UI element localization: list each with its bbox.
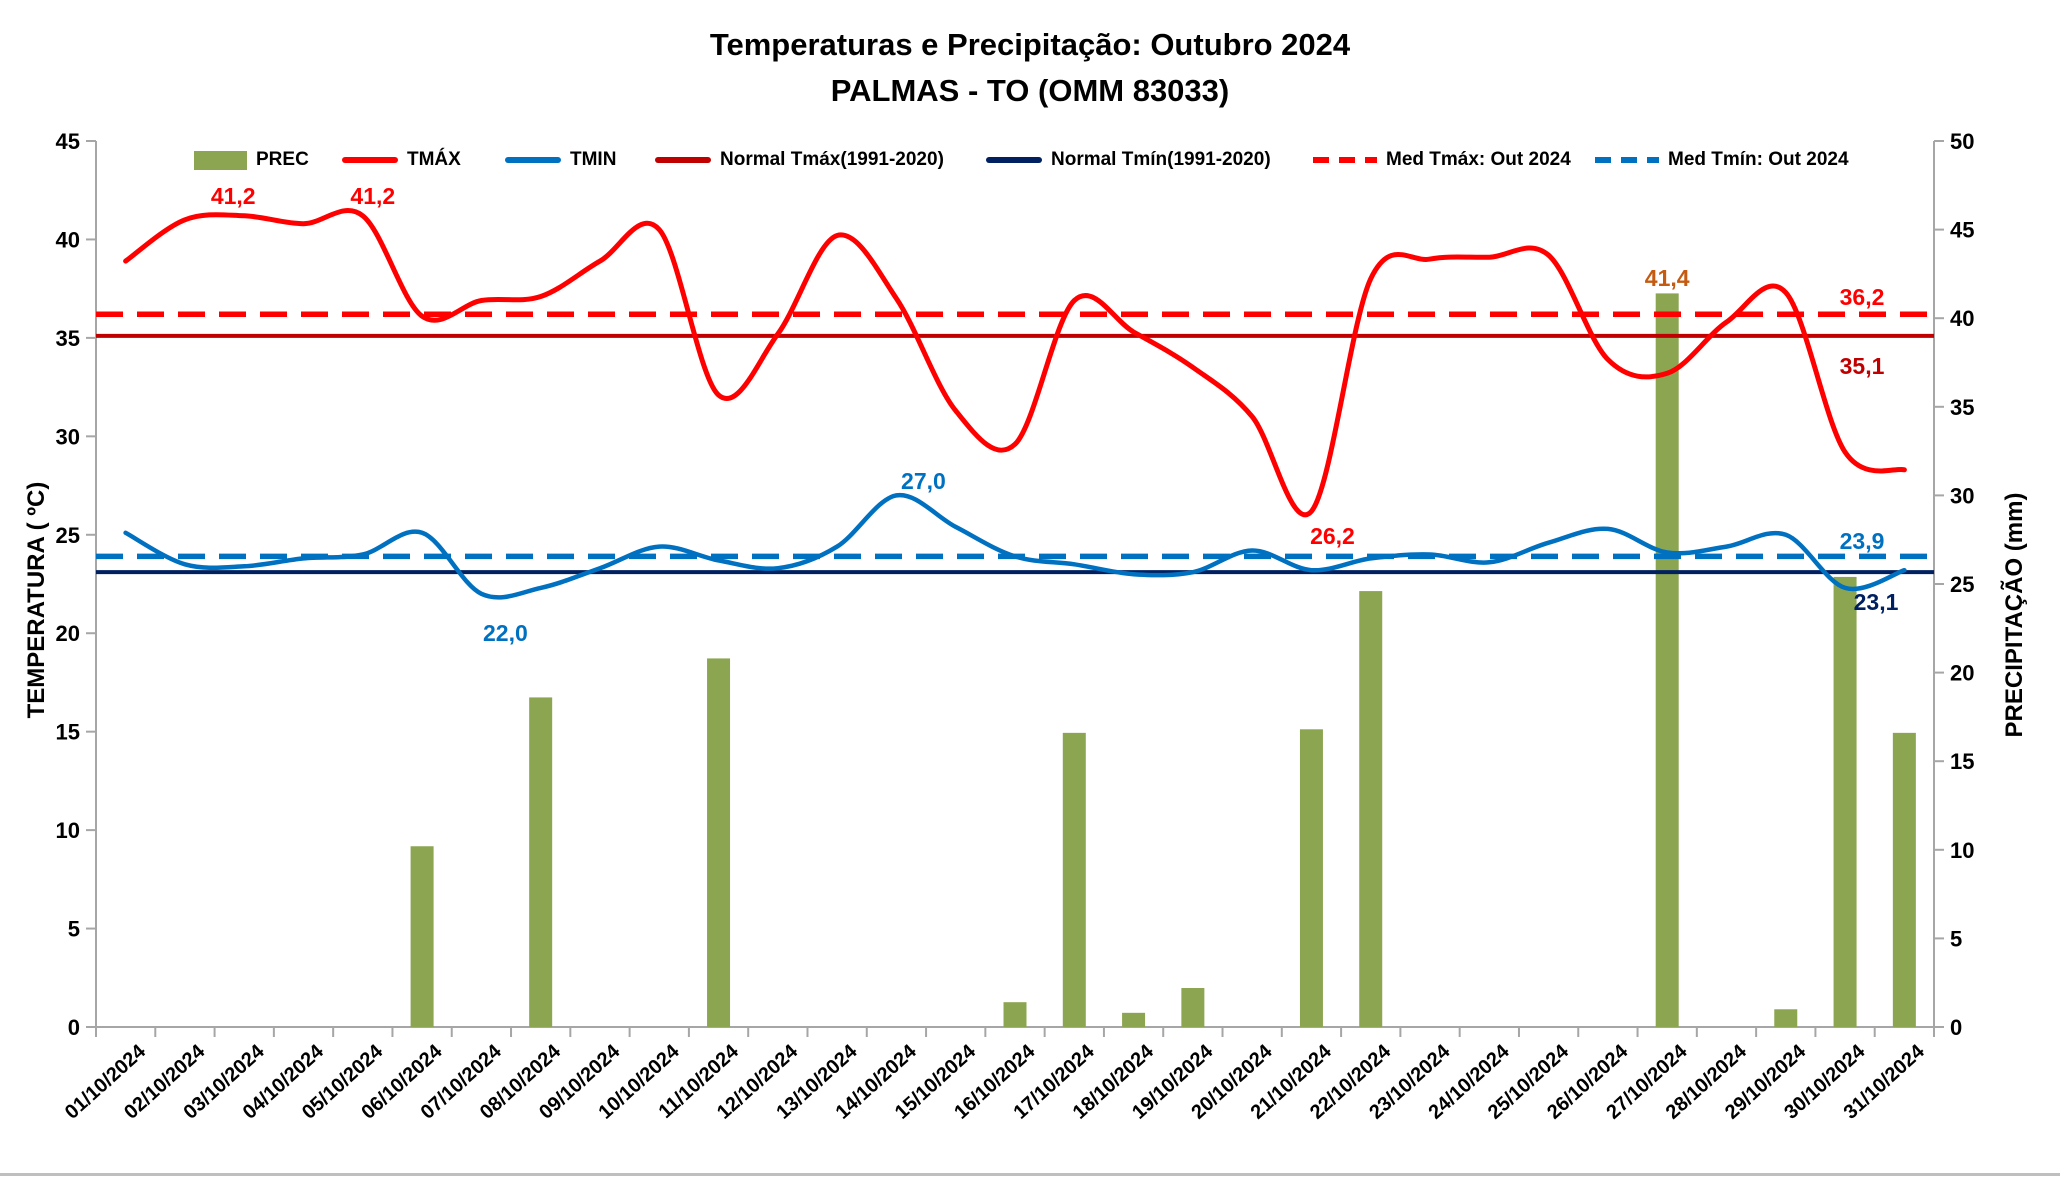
right-axis-tick-label: 40 [1950, 306, 1974, 331]
chart-title-line1: Temperaturas e Precipitação: Outubro 202… [709, 27, 1351, 62]
point-annotation: 22,0 [483, 620, 528, 646]
legend-item-med-tmin: Med Tmín: Out 2024 [1595, 149, 1849, 171]
prec-bar [1299, 729, 1323, 1027]
legend-item-tmin: TMIN [505, 149, 616, 171]
right-axis-tick-label: 35 [1950, 395, 1974, 420]
right-axis-tick-label: 25 [1950, 572, 1974, 597]
left-axis-tick-label: 35 [56, 326, 80, 351]
point-annotation: 41,2 [350, 183, 395, 209]
left-axis-tick-label: 5 [68, 917, 80, 942]
tmin-curve [123, 493, 1907, 600]
normal-tmin-line-swatch [986, 157, 1042, 163]
chart-title: Temperaturas e Precipitação: Outubro 202… [0, 22, 2060, 114]
reference-line-annotation: 36,2 [1840, 284, 1885, 310]
point-annotation: 41,4 [1645, 265, 1690, 291]
prec-bar [410, 846, 434, 1027]
x-axis-date-labels: 01/10/202402/10/202403/10/202404/10/2024… [61, 1040, 1929, 1124]
prec-bar [1774, 1009, 1798, 1027]
left-axis-tick-label: 10 [56, 818, 80, 843]
legend-label: Normal Tmín(1991-2020) [1051, 149, 1271, 170]
tmax-curve [123, 208, 1907, 518]
left-axis-tick-label: 0 [68, 1015, 80, 1040]
chart-title-line2: PALMAS - TO (OMM 83033) [830, 73, 1230, 108]
prec-bar-swatch [194, 150, 247, 170]
right-axis-tick-label: 0 [1950, 1015, 1962, 1040]
point-annotation: 41,2 [211, 183, 256, 209]
prec-bar [707, 658, 731, 1027]
left-axis-tick-label: 30 [56, 424, 80, 449]
left-axis-title: TEMPERATURA ( ºC) [23, 482, 50, 719]
legend-item-normal-tmin: Normal Tmín(1991-2020) [986, 149, 1271, 171]
prec-bar [1003, 1002, 1027, 1027]
right-axis-tick-label: 45 [1950, 218, 1974, 243]
window-bottom-edge [0, 1173, 2060, 1176]
legend-item-normal-tmax: Normal Tmáx(1991-2020) [655, 149, 944, 171]
left-axis-tick-label: 40 [56, 227, 80, 252]
prec-bar [1359, 591, 1383, 1027]
right-axis-tick-label: 10 [1950, 838, 1974, 863]
legend-label: Med Tmín: Out 2024 [1668, 149, 1849, 170]
prec-bar [1833, 576, 1857, 1027]
legend-label: Med Tmáx: Out 2024 [1386, 149, 1571, 170]
prec-bar [1655, 293, 1679, 1028]
left-axis-tick-label: 45 [56, 129, 80, 154]
legend-item-prec: PREC [194, 149, 309, 171]
right-axis-tick-label: 15 [1950, 749, 1974, 774]
reference-line-annotation: 35,1 [1840, 353, 1885, 379]
legend-label: TMÁX [407, 149, 461, 170]
right-axis-tick-label: 5 [1950, 926, 1962, 951]
prec-bars [410, 293, 1916, 1028]
right-axis-tick-label: 20 [1950, 661, 1974, 686]
legend-item-med-tmax: Med Tmáx: Out 2024 [1313, 149, 1571, 171]
legend-label: PREC [256, 149, 309, 170]
tmax-line-swatch [342, 157, 398, 163]
reference-line-annotation: 23,1 [1854, 589, 1899, 615]
legend-item-tmax: TMÁX [342, 149, 461, 171]
right-axis-title: PRECIPITAÇÃO (mm) [2000, 493, 2028, 738]
med-tmin-dash-swatch [1595, 157, 1659, 163]
legend-label: Normal Tmáx(1991-2020) [720, 149, 944, 170]
normal-tmax-line-swatch [655, 157, 711, 163]
prec-bar [1062, 732, 1086, 1027]
prec-bar [529, 697, 553, 1027]
left-axis-tick-label: 15 [56, 720, 80, 745]
legend-label: TMIN [570, 149, 617, 170]
reference-line-annotation: 23,9 [1840, 528, 1885, 554]
point-annotations: 41,2 41,2 22,0 27,0 26,2 41,4 36,2 35,1 23,9 23,1 [211, 183, 1899, 646]
point-annotation: 27,0 [901, 468, 946, 494]
prec-bar [1122, 1012, 1146, 1027]
right-axis-tick-label: 30 [1950, 483, 1974, 508]
point-annotation: 26,2 [1310, 523, 1355, 549]
prec-bar [1892, 732, 1916, 1027]
tmin-line-swatch [505, 157, 561, 163]
left-axis-tick-label: 25 [56, 523, 80, 548]
med-tmax-dash-swatch [1313, 157, 1377, 163]
right-axis-tick-label: 50 [1950, 129, 1974, 154]
left-axis-tick-label: 20 [56, 621, 80, 646]
prec-bar [1181, 988, 1205, 1027]
